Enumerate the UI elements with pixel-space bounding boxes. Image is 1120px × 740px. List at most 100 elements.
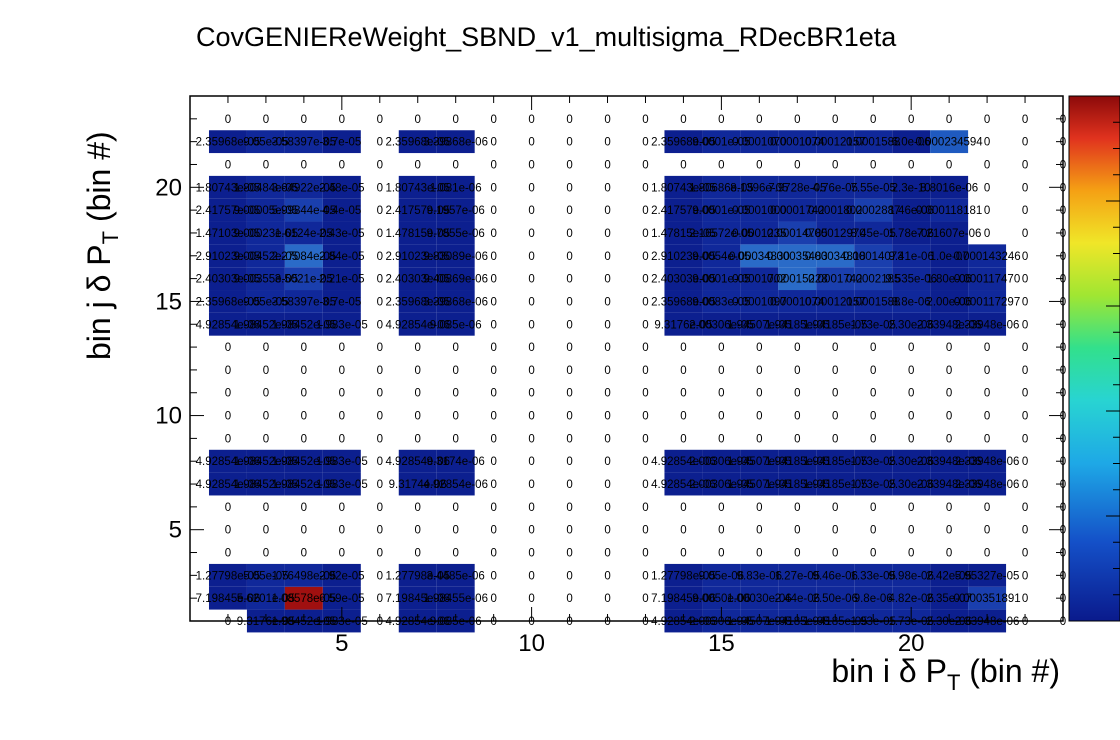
cell-value-label: 0.00012970 bbox=[805, 228, 866, 240]
cell-value-label: 1.80743e-05 bbox=[196, 182, 261, 194]
heatmap-cell bbox=[854, 290, 893, 313]
cell-value-label: 2.00306e-05 bbox=[689, 616, 754, 628]
heatmap-cell bbox=[322, 267, 361, 291]
cell-value-label: 0 bbox=[984, 205, 990, 217]
cell-value-label: 9.1957e-06 bbox=[427, 205, 485, 217]
heatmap-cell bbox=[322, 244, 361, 268]
cell-value-label: 4.92854e-06 bbox=[651, 479, 716, 491]
cell-value-label: 0.000118181 bbox=[916, 205, 982, 217]
cell-value-label: 0 bbox=[339, 525, 345, 537]
cell-value-label: 2.50e-06 bbox=[813, 593, 858, 605]
heatmap-cell bbox=[208, 563, 247, 587]
cell-value-label: 1.94185e-05 bbox=[803, 479, 868, 491]
heatmap-cell bbox=[702, 267, 741, 291]
cell-value-label: 0 bbox=[718, 159, 724, 171]
cell-value-label: 0 bbox=[946, 433, 952, 445]
cell-value-label: 9.05e-05 bbox=[243, 296, 288, 308]
cell-value-label: 0.0001235 bbox=[732, 228, 786, 240]
cell-value-label: 0.0001588 bbox=[846, 137, 900, 149]
cell-value-label: 2.30e-06 bbox=[888, 479, 933, 491]
cell-value-label: 2.33948e-06 bbox=[917, 456, 982, 468]
heatmap-cell bbox=[322, 221, 361, 245]
cell-value-label: 2.44e-06 bbox=[775, 593, 820, 605]
heatmap-cell bbox=[664, 563, 703, 587]
cell-value-label: 0 bbox=[680, 114, 686, 126]
cell-value-label: 0 bbox=[642, 228, 648, 240]
cell-value-label: 0.0002887 bbox=[846, 205, 900, 217]
cell-value-label: 4.92854e-06 bbox=[196, 456, 261, 468]
heatmap-cell bbox=[740, 312, 779, 336]
cell-value-label: 0 bbox=[908, 548, 914, 560]
cell-value-label: 0.0001802 bbox=[808, 205, 862, 217]
heatmap-cell bbox=[816, 449, 855, 473]
cell-value-label: 9.3174e-06 bbox=[389, 479, 447, 491]
cell-value-label: 0 bbox=[1060, 616, 1066, 628]
cell-value-label: 2.27084e-05 bbox=[272, 251, 337, 263]
cell-value-label: 0 bbox=[718, 411, 724, 423]
cell-value-label: 7.9728e-05 bbox=[768, 182, 826, 194]
cell-value-label: 0 bbox=[642, 411, 648, 423]
cell-value-label: 9.83089e-06 bbox=[423, 251, 488, 263]
cell-value-label: 0 bbox=[452, 388, 458, 400]
cell-value-label: 1.98452e-05 bbox=[234, 479, 299, 491]
cell-value-label: 0 bbox=[756, 502, 762, 514]
cell-value-label: 0 bbox=[301, 159, 307, 171]
cell-value-label: 0 bbox=[490, 388, 496, 400]
cell-value-label: 0 bbox=[680, 159, 686, 171]
cell-value-label: 0 bbox=[870, 159, 876, 171]
cell-value-label: 0 bbox=[794, 388, 800, 400]
heatmap-cell bbox=[284, 563, 323, 587]
cell-value-label: 0.0001074 bbox=[770, 296, 825, 308]
heatmap-cell bbox=[816, 586, 855, 610]
cell-value-label: 0.00034818 bbox=[805, 251, 866, 263]
cell-value-label: 0 bbox=[225, 388, 231, 400]
heatmap-cell bbox=[740, 244, 779, 268]
cell-value-label: 0 bbox=[377, 137, 383, 149]
cell-value-label: 1.94185e-05 bbox=[765, 456, 830, 468]
cell-value-label: 0 bbox=[566, 365, 572, 377]
cell-value-label: 0 bbox=[984, 159, 990, 171]
cell-value-label: 1.47815e-05 bbox=[651, 228, 716, 240]
heatmap-cell bbox=[816, 130, 855, 154]
cell-value-label: 0 bbox=[604, 365, 610, 377]
heatmap-cell bbox=[740, 221, 779, 245]
heatmap-cell bbox=[816, 175, 855, 199]
heatmap-cell bbox=[436, 175, 475, 199]
heatmap-cell bbox=[664, 130, 703, 154]
cell-value-label: 0 bbox=[680, 548, 686, 560]
heatmap-cell bbox=[284, 290, 323, 313]
heatmap-cell bbox=[322, 290, 361, 313]
cell-value-label: 0 bbox=[377, 593, 383, 605]
cell-value-label: 0.000351891 bbox=[954, 593, 1021, 605]
cell-value-label: 0 bbox=[490, 296, 496, 308]
cell-value-label: 0 bbox=[832, 342, 838, 354]
cell-value-label: 2.33948e-06 bbox=[917, 479, 982, 491]
heatmap-cell bbox=[816, 221, 855, 245]
cell-value-label: 0 bbox=[642, 159, 648, 171]
heatmap-cell bbox=[436, 198, 475, 222]
cell-value-label: 0 bbox=[528, 251, 534, 263]
colorbar-ticks bbox=[1106, 121, 1120, 596]
cell-value-label: 0 bbox=[984, 114, 990, 126]
cell-value-label: 0 bbox=[528, 159, 534, 171]
cell-value-label: 4.92854e-06 bbox=[423, 479, 488, 491]
heatmap-cell bbox=[284, 449, 323, 473]
cell-value-label: 4.92854e-06 bbox=[651, 616, 716, 628]
cell-value-label: 0 bbox=[566, 114, 572, 126]
heatmap-cell bbox=[664, 175, 703, 199]
cell-value-label: 8.45e-05 bbox=[851, 228, 896, 240]
cell-value-label: 0 bbox=[756, 159, 762, 171]
cell-value-label: 0 bbox=[528, 616, 534, 628]
cell-value-label: 0 bbox=[301, 502, 307, 514]
cell-value-label: 0 bbox=[604, 274, 610, 286]
heatmap-cell bbox=[322, 472, 361, 496]
cell-value-label: 0 bbox=[528, 137, 534, 149]
heatmap-cell bbox=[702, 221, 741, 245]
heatmap-cell bbox=[322, 449, 361, 473]
cell-value-label: 2.33948e-06 bbox=[955, 319, 1020, 331]
axis-ticks: 5 10 15 20 5 10 15 20 bbox=[155, 95, 1064, 657]
cell-value-label: 0 bbox=[377, 296, 383, 308]
heatmap-cell bbox=[398, 267, 437, 291]
cell-value-label: 0 bbox=[756, 114, 762, 126]
y-tick-label: 20 bbox=[155, 174, 182, 201]
